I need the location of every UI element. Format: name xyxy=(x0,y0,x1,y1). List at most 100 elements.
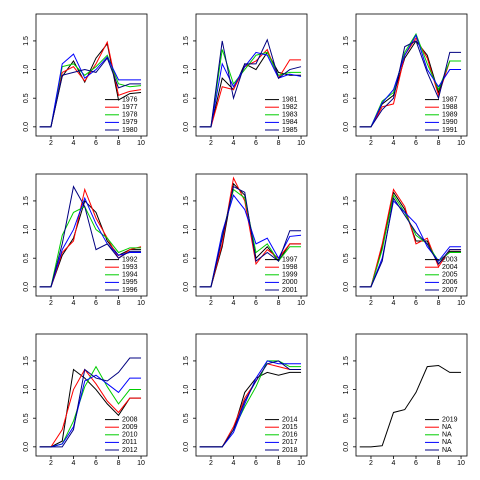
y-tick-label: 0.5 xyxy=(23,253,30,263)
legend-label: 1977 xyxy=(122,104,138,111)
y-tick-label: 1.5 xyxy=(183,356,190,366)
x-tick-label: 8 xyxy=(437,300,441,307)
x-tick-label: 4 xyxy=(72,140,76,147)
x-tick-label: 6 xyxy=(94,460,98,467)
plot-frame xyxy=(355,333,468,457)
legend-label: 1987 xyxy=(442,96,458,103)
y-tick-label: 1.0 xyxy=(343,225,350,235)
y-tick-label: 1.0 xyxy=(183,385,190,395)
x-tick-label: 2 xyxy=(209,140,213,147)
legend-label: 1988 xyxy=(442,104,458,111)
x-tick-label: 4 xyxy=(392,140,396,147)
series-line xyxy=(199,360,302,448)
series-line xyxy=(39,185,142,288)
x-tick-label: 10 xyxy=(457,300,465,307)
y-tick-label: 0.5 xyxy=(183,253,190,263)
y-tick-label: 1.5 xyxy=(183,36,190,46)
legend-label: 2007 xyxy=(442,287,458,294)
legend-label: NA xyxy=(442,439,452,446)
legend-label: 2018 xyxy=(282,447,298,454)
y-tick-label: 1.0 xyxy=(23,385,30,395)
x-tick-label: 2 xyxy=(49,460,53,467)
series-line xyxy=(39,57,142,128)
y-tick-label: 1.5 xyxy=(23,196,30,206)
legend-label: 2019 xyxy=(442,416,458,423)
y-tick-label: 0.0 xyxy=(23,122,30,132)
plot-frame xyxy=(355,13,468,137)
x-tick-label: 10 xyxy=(297,460,305,467)
y-tick-label: 0.5 xyxy=(183,93,190,103)
x-tick-label: 8 xyxy=(277,140,281,147)
legend-label: 1982 xyxy=(282,104,298,111)
x-tick-label: 6 xyxy=(414,300,418,307)
series-line xyxy=(39,196,142,288)
legend-label: 2016 xyxy=(282,432,298,439)
legend-label: 1991 xyxy=(442,127,458,134)
legend-label: 2008 xyxy=(122,416,138,423)
y-tick-label: 1.5 xyxy=(343,196,350,206)
x-tick-label: 2 xyxy=(49,300,53,307)
x-tick-label: 6 xyxy=(94,300,98,307)
x-tick-label: 2 xyxy=(49,140,53,147)
x-tick-label: 10 xyxy=(297,140,305,147)
x-tick-label: 10 xyxy=(137,140,145,147)
x-tick-label: 4 xyxy=(232,140,236,147)
legend-label: 2015 xyxy=(282,424,298,431)
y-tick-label: 1.5 xyxy=(343,36,350,46)
y-tick-label: 0.0 xyxy=(183,122,190,132)
legend-label: 2001 xyxy=(282,287,298,294)
x-tick-label: 8 xyxy=(277,300,281,307)
plot-frame xyxy=(355,173,468,297)
legend-label: 2010 xyxy=(122,432,138,439)
y-tick-label: 1.0 xyxy=(23,225,30,235)
x-tick-label: 8 xyxy=(117,460,121,467)
legend-label: 2000 xyxy=(282,279,298,286)
series-line xyxy=(199,38,302,128)
y-tick-label: 1.0 xyxy=(183,225,190,235)
series-line xyxy=(199,185,302,288)
y-tick-label: 1.0 xyxy=(343,385,350,395)
series-line xyxy=(39,357,142,448)
x-tick-label: 8 xyxy=(437,460,441,467)
series-line xyxy=(39,368,142,448)
legend-label: 1998 xyxy=(282,264,298,271)
x-tick-label: 6 xyxy=(94,140,98,147)
series-line xyxy=(199,51,302,128)
y-tick-label: 0.5 xyxy=(343,93,350,103)
plot-frame xyxy=(35,173,148,297)
y-tick-label: 0.5 xyxy=(343,253,350,263)
legend-label: 1996 xyxy=(122,287,138,294)
x-tick-label: 2 xyxy=(369,300,373,307)
legend-label: 1985 xyxy=(282,127,298,134)
legend-label: 2014 xyxy=(282,416,298,423)
legend-label: 1997 xyxy=(282,256,298,263)
legend-label: 1979 xyxy=(122,119,138,126)
series-line xyxy=(359,188,462,288)
series-line xyxy=(39,374,142,448)
x-tick-label: 10 xyxy=(137,460,145,467)
y-tick-label: 0.0 xyxy=(183,442,190,452)
x-tick-label: 6 xyxy=(254,460,258,467)
series-line xyxy=(359,33,462,128)
legend-label: 1978 xyxy=(122,112,138,119)
y-tick-label: 1.0 xyxy=(343,65,350,75)
y-tick-label: 1.0 xyxy=(183,65,190,75)
x-tick-label: 10 xyxy=(137,300,145,307)
y-tick-label: 1.5 xyxy=(343,356,350,366)
series-line xyxy=(359,199,462,288)
y-tick-label: 0.0 xyxy=(183,282,190,292)
legend-label: NA xyxy=(442,447,452,454)
legend-label: 2005 xyxy=(442,272,458,279)
plot-frame xyxy=(195,13,308,137)
y-tick-label: 0.0 xyxy=(23,442,30,452)
y-tick-label: 0.0 xyxy=(343,442,350,452)
legend-label: 2003 xyxy=(442,256,458,263)
x-tick-label: 6 xyxy=(414,140,418,147)
